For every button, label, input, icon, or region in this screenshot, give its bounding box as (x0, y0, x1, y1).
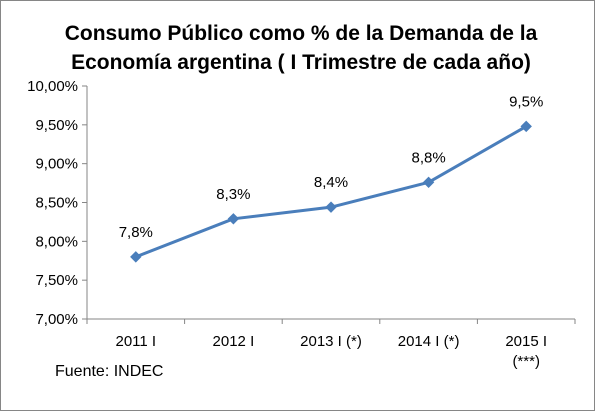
x-tick-label: 2015 I (***) (505, 333, 547, 370)
series-line (135, 125, 527, 259)
x-tick-label: 2011 I (116, 333, 157, 350)
x-tick-label: 2013 I (*) (300, 333, 362, 350)
data-point-marker (130, 251, 142, 263)
data-point-marker (520, 120, 532, 133)
x-tick-label: 2014 I (*) (398, 333, 460, 350)
data-point-marker (325, 201, 337, 213)
data-label: 8,3% (216, 186, 250, 203)
chart-title: Consumo Público como % de la Demanda de … (64, 22, 538, 74)
y-tick-label: 8,00% (35, 233, 78, 250)
data-label: 9,5% (509, 93, 543, 110)
data-point-marker (227, 213, 240, 225)
y-tick-label: 9,50% (35, 117, 78, 134)
data-label: 7,8% (119, 224, 153, 241)
data-label: 8,8% (411, 149, 445, 166)
y-tick-label: 10,00% (27, 78, 78, 95)
y-tick-label: 7,50% (35, 272, 78, 289)
y-tick-label: 8,50% (35, 195, 78, 212)
data-label: 8,4% (314, 174, 348, 191)
data-point-marker (422, 176, 435, 189)
y-tick-label: 9,00% (35, 156, 78, 173)
x-tick-label: 2012 I (213, 333, 255, 350)
source-note: Fuente: INDEC (55, 363, 164, 380)
y-tick-label: 7,00% (35, 311, 78, 328)
